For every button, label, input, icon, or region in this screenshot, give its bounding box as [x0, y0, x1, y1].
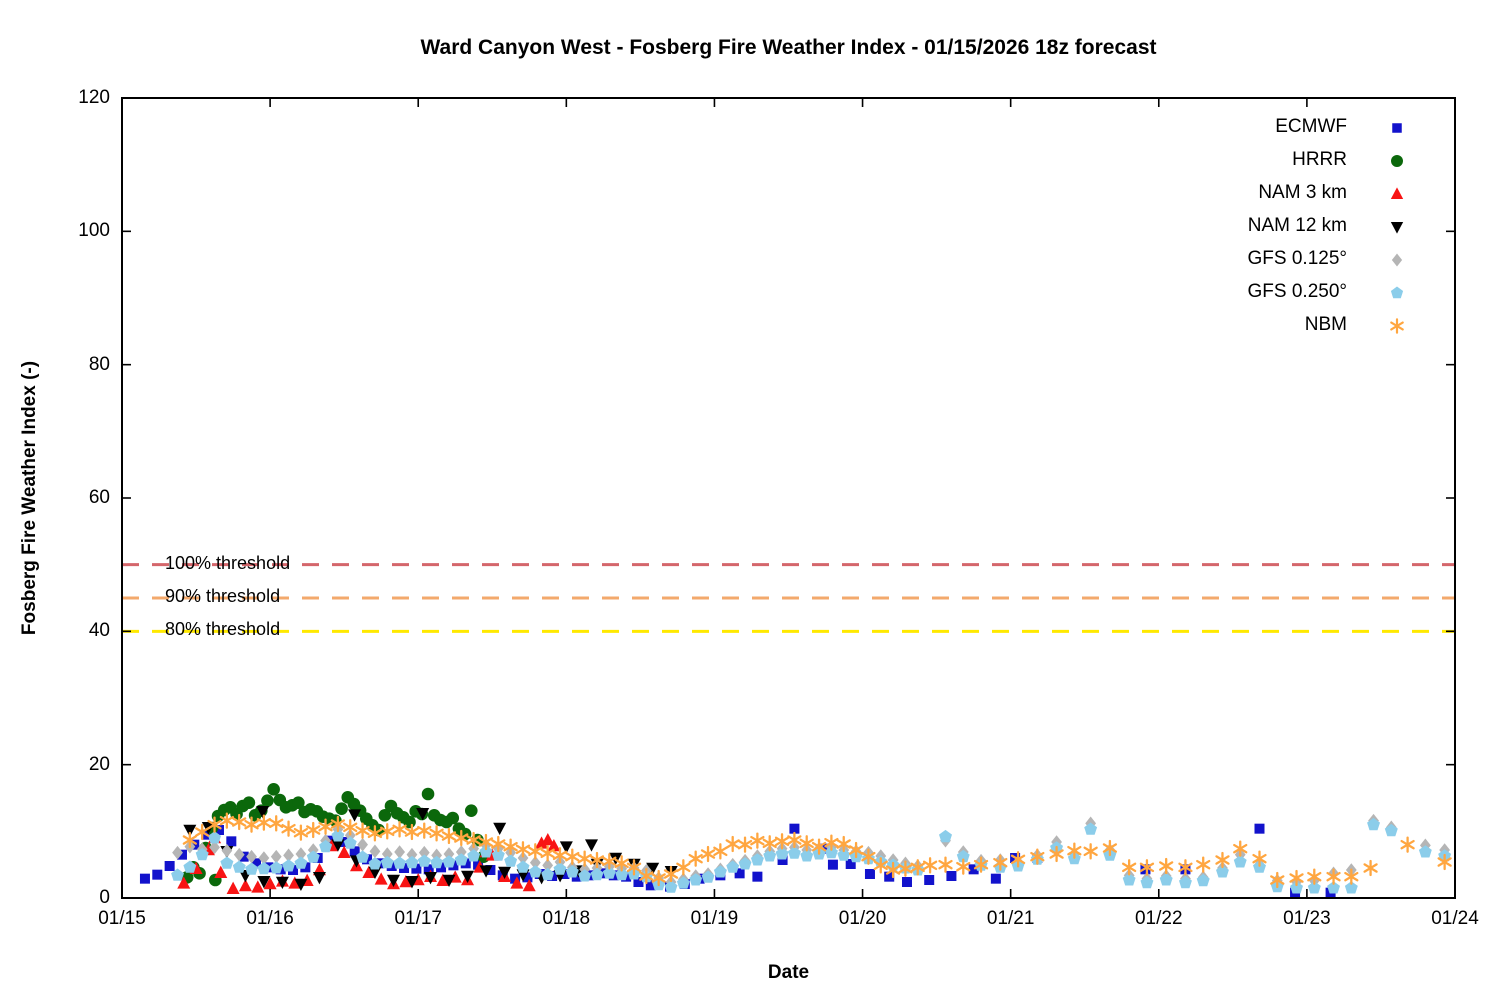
x-axis-title: Date [767, 962, 810, 983]
legend-marker-hrrr-icon [1385, 149, 1409, 178]
x-tick-label-01-17: 01/17 [394, 908, 442, 929]
x-tick-label-01-15: 01/15 [98, 908, 146, 929]
legend-marker-nbm-icon [1385, 314, 1409, 343]
legend-item-gfs-0-250-: GFS 0.250° [1247, 281, 1347, 302]
legend-item-gfs-0-125-: GFS 0.125° [1247, 248, 1347, 269]
threshold-label-90: 90% threshold [165, 586, 281, 606]
legend-marker-gfs-0-250--icon [1385, 281, 1409, 310]
threshold-label-100: 100% threshold [165, 552, 291, 573]
legend-item-nam-12-km: NAM 12 km [1247, 215, 1347, 236]
legend-marker-gfs-0-125--icon [1385, 248, 1409, 277]
x-tick-label-01-20: 01/20 [838, 908, 887, 929]
y-tick-label-0: 0 [99, 887, 110, 908]
data-series-nbm [182, 812, 1452, 889]
threshold-label-80: 80% threshold [165, 619, 281, 640]
legend-item-nbm: NBM [1304, 314, 1347, 335]
x-tick-label-01-18: 01/18 [542, 908, 591, 929]
y-tick-label-40: 40 [88, 620, 110, 642]
y-tick-label-60: 60 [88, 487, 110, 508]
legend-item-nam-3-km: NAM 3 km [1258, 182, 1347, 203]
x-tick-label-01-21: 01/21 [986, 908, 1035, 929]
x-tick-label-01-19: 01/19 [690, 908, 739, 929]
legend-marker-ecmwf-icon [1385, 116, 1409, 145]
y-tick-label-80: 80 [88, 353, 110, 375]
legend-marker-nam-3-km-icon [1385, 182, 1409, 211]
data-series-ecmwf [139, 823, 1336, 898]
x-tick-label-01-16: 01/16 [246, 908, 294, 929]
y-tick-label-20: 20 [88, 753, 110, 775]
x-tick-label-01-22: 01/22 [1134, 908, 1183, 929]
y-tick-label-120: 120 [78, 87, 110, 108]
legend-item-ecmwf: ECMWF [1275, 116, 1347, 137]
chart-title: Ward Canyon West - Fosberg Fire Weather … [420, 36, 1157, 59]
legend-item-hrrr: HRRR [1292, 149, 1347, 170]
x-tick-label-01-24: 01/24 [1431, 908, 1479, 929]
legend-marker-nam-12-km-icon [1385, 215, 1409, 244]
x-tick-label-01-23: 01/23 [1283, 908, 1331, 929]
y-tick-label-100: 100 [78, 220, 110, 242]
